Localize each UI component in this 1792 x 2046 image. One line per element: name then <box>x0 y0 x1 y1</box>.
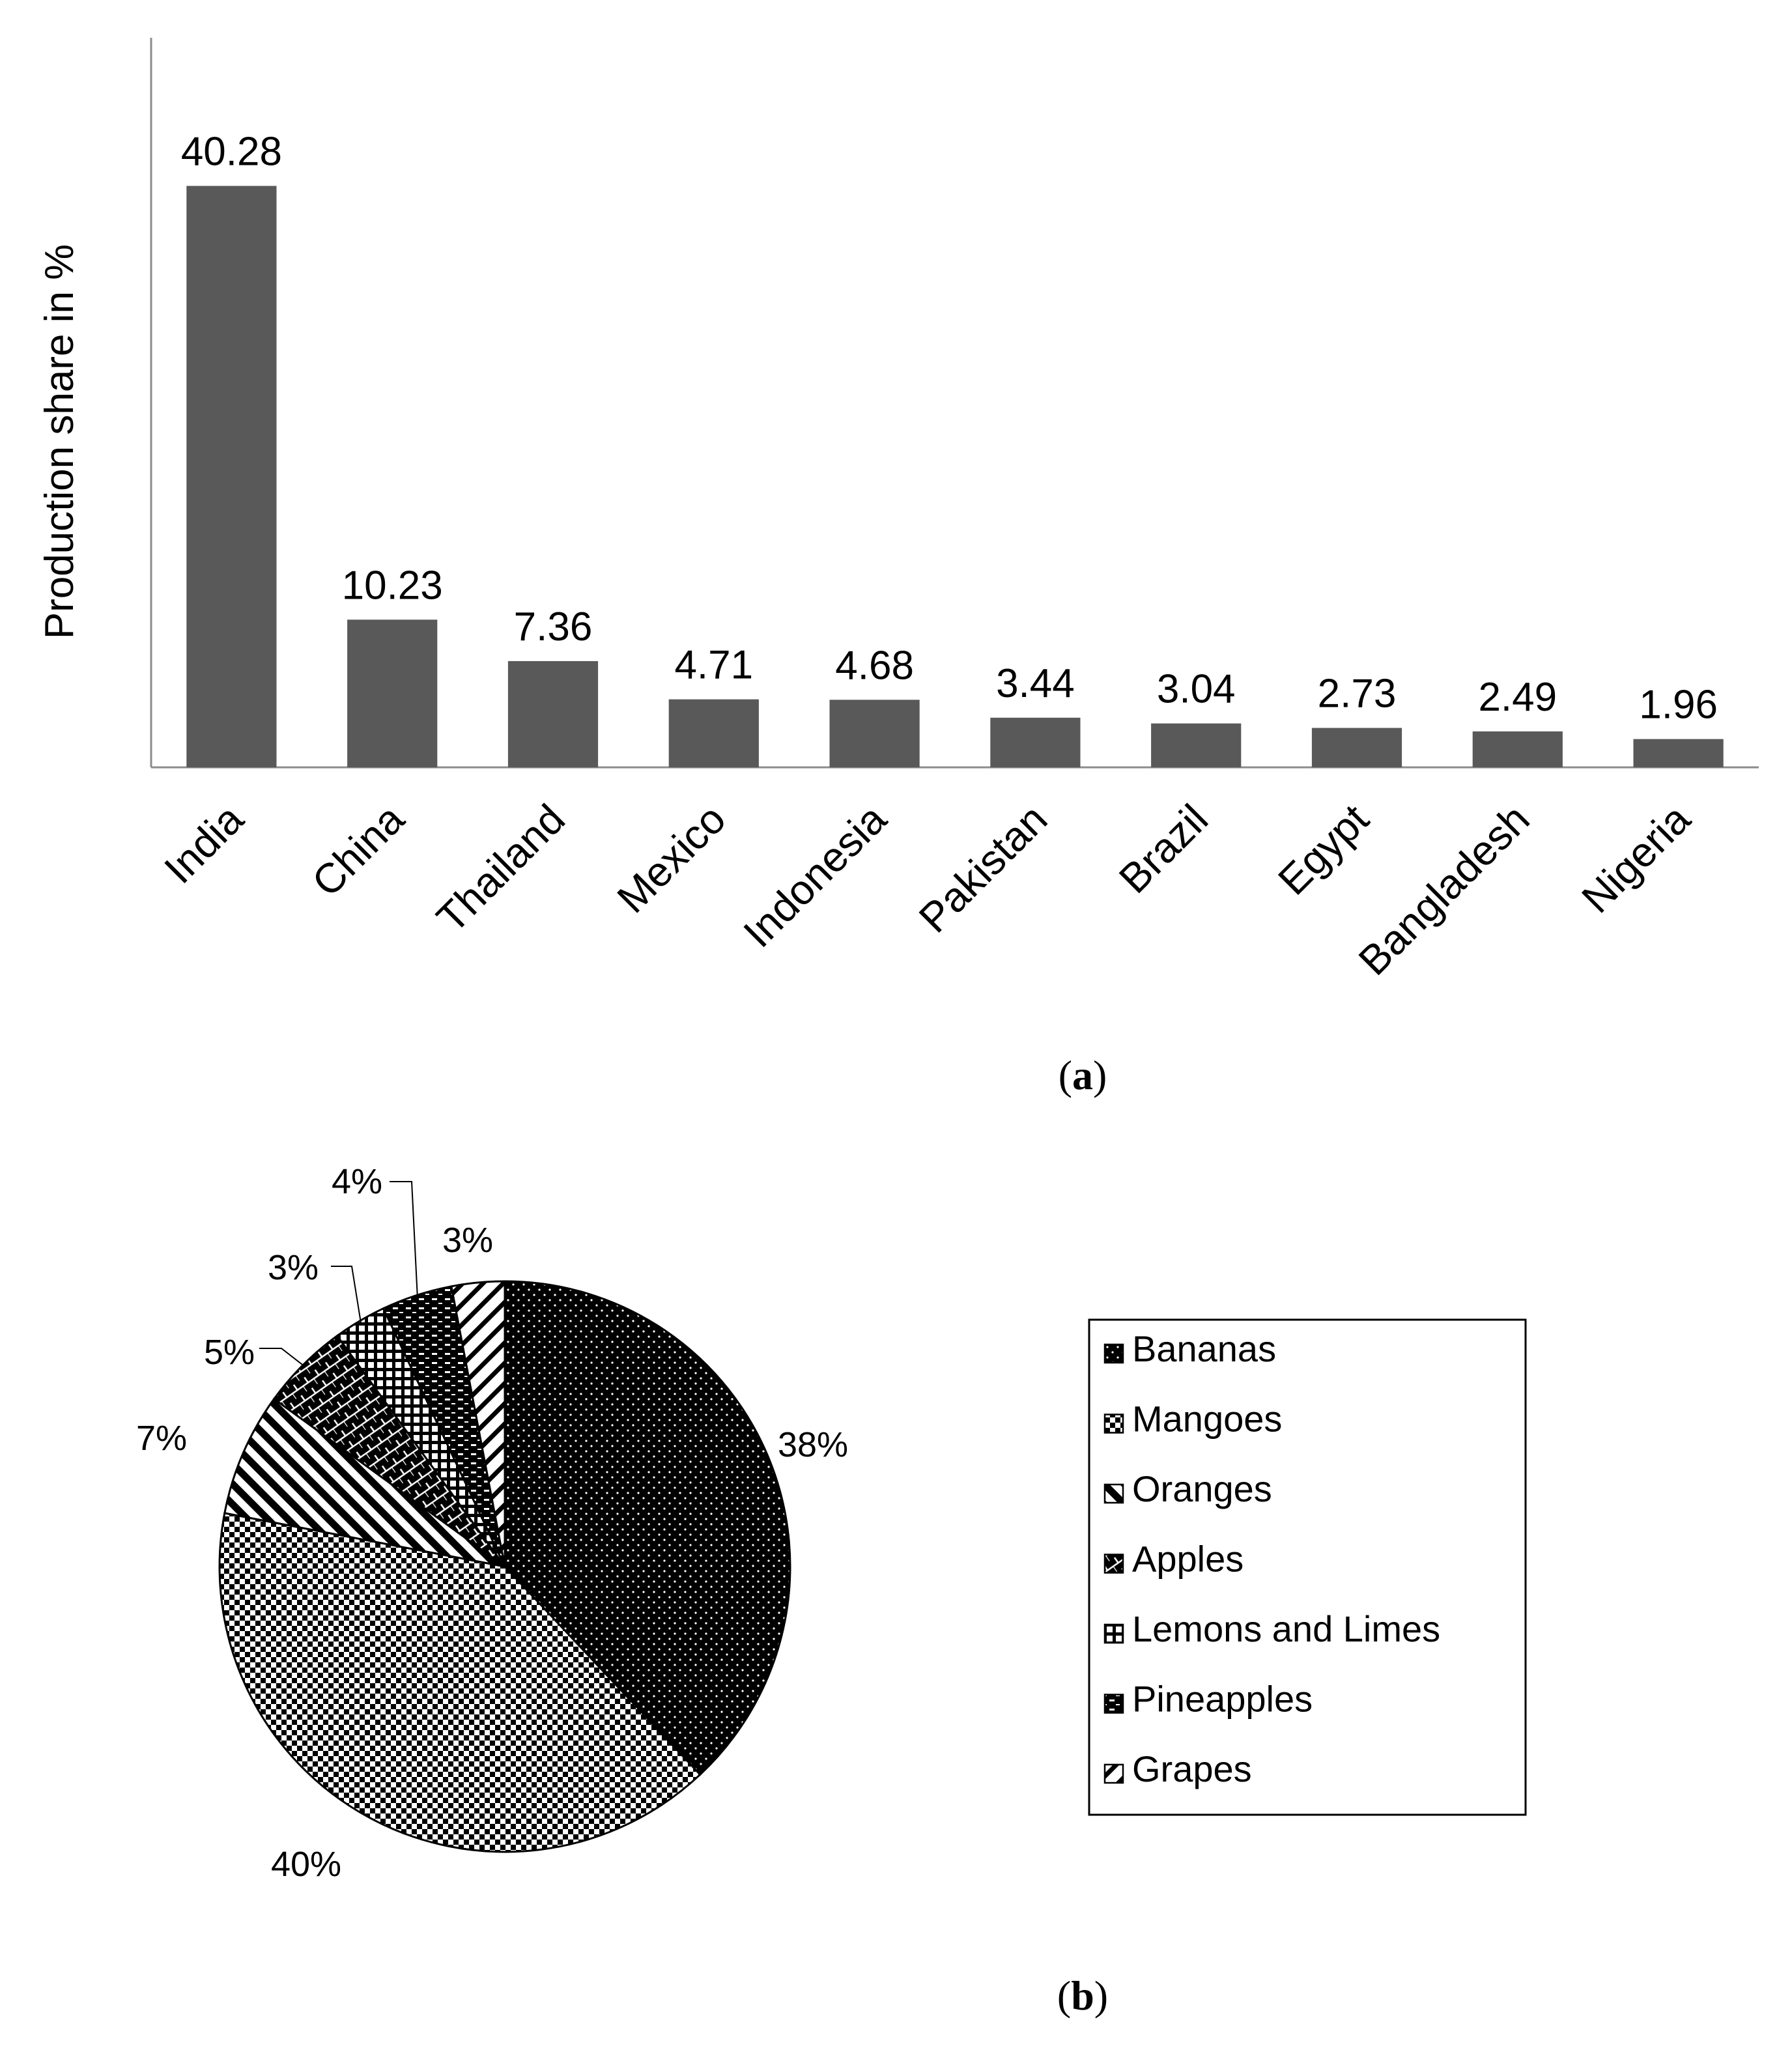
bar-value-label-mexico: 4.71 <box>674 643 753 688</box>
bar-indonesia <box>829 700 920 767</box>
pie-leader-line-lemons-and-limes <box>331 1266 362 1324</box>
y-axis-label: Production share in % <box>37 244 82 640</box>
legend-label-grapes: Grapes <box>1132 1748 1252 1789</box>
legend-label-mangoes: Mangoes <box>1132 1399 1282 1440</box>
bar-value-label-thailand: 7.36 <box>514 604 593 649</box>
caption-b: (b) <box>1057 1972 1108 2019</box>
bar-brazil <box>1151 723 1242 767</box>
legend-swatch-oranges <box>1103 1483 1124 1504</box>
legend-label-bananas: Bananas <box>1132 1328 1276 1369</box>
bar-chart: Production share in % 40.28 10.23 7.36 4.71… <box>37 38 1759 984</box>
bar-value-label-china: 10.23 <box>342 563 443 608</box>
legend-label-lemons-and-limes: Lemons and Limes <box>1132 1608 1440 1649</box>
x-tick-label-egypt: Egypt <box>1269 795 1378 904</box>
bar-egypt <box>1311 728 1402 767</box>
pie-labels-group: 38% 40% 7% 5% 3% 4% 3% <box>136 1162 848 1884</box>
x-tick-label-thailand: Thailand <box>427 795 574 942</box>
x-tick-label-indonesia: Indonesia <box>734 795 895 956</box>
pie-label-mangoes: 40% <box>271 1845 341 1884</box>
legend-swatch-mangoes <box>1103 1414 1124 1434</box>
x-tick-label-nigeria: Nigeria <box>1572 795 1700 922</box>
legend-box <box>1088 1318 1527 1816</box>
x-tick-label-bangladesh: Bangladesh <box>1350 795 1539 984</box>
pie-slice-bananas <box>504 1280 791 1776</box>
caption-b-letter: b <box>1071 1972 1094 2019</box>
pie-slice-oranges <box>223 1397 505 1568</box>
bar-china <box>347 619 438 767</box>
pie-leaders-group <box>259 1181 418 1367</box>
legend-swatch-apples <box>1103 1554 1124 1574</box>
bar-value-labels-group: 40.28 10.23 7.36 4.71 4.68 3.44 3.04 2.73 2.49 1.… <box>181 129 1718 727</box>
x-tick-label-mexico: Mexico <box>608 795 734 922</box>
bar-mexico <box>668 699 759 767</box>
pie-chart: 38% 40% 7% 5% 3% 4% 3% <box>136 1162 848 1884</box>
bar-india <box>186 186 277 767</box>
pie-label-lemons-and-limes: 3% <box>268 1248 319 1287</box>
legend-swatch-bananas <box>1103 1343 1124 1364</box>
legend-label-oranges: Oranges <box>1132 1468 1272 1509</box>
bar-value-label-egypt: 2.73 <box>1318 672 1397 717</box>
caption-a-letter: a <box>1072 1052 1093 1098</box>
pie-legend: Bananas Mangoes Oranges Apples Lemons and Li… <box>1088 1318 1527 1816</box>
pie-leader-line-apples <box>259 1348 306 1367</box>
pie-label-pineapples: 4% <box>332 1162 382 1201</box>
bar-value-label-bangladesh: 2.49 <box>1478 675 1557 720</box>
pie-leader-line-pineapples <box>390 1181 418 1298</box>
pie-label-grapes: 3% <box>442 1221 493 1260</box>
bars-group <box>186 186 1724 767</box>
legend-swatch-grapes <box>1103 1763 1124 1784</box>
bar-thailand <box>507 661 599 767</box>
bar-pakistan <box>990 717 1081 767</box>
x-tick-label-brazil: Brazil <box>1110 795 1217 902</box>
legend-swatch-lemons-and-limes <box>1103 1623 1124 1644</box>
bar-value-label-india: 40.28 <box>181 129 282 174</box>
bar-value-label-indonesia: 4.68 <box>835 643 914 688</box>
pie-label-bananas: 38% <box>778 1425 848 1464</box>
x-tick-label-india: India <box>155 795 252 892</box>
pie-slice-mangoes <box>218 1512 702 1853</box>
bar-value-label-pakistan: 3.44 <box>996 661 1075 706</box>
caption-a: (a) <box>1059 1052 1107 1098</box>
legend-items-group: Bananas Mangoes Oranges Apples Lemons and Li… <box>1103 1328 1440 1789</box>
pie-slice-grapes <box>450 1280 506 1567</box>
x-tick-label-pakistan: Pakistan <box>910 795 1056 941</box>
bar-category-labels-group: India China Thailand Mexico Indonesia Pakista… <box>155 795 1700 984</box>
legend-label-apples: Apples <box>1132 1539 1244 1580</box>
x-tick-label-china: China <box>303 795 413 905</box>
bar-value-label-brazil: 3.04 <box>1157 667 1236 712</box>
pie-slices-group <box>218 1280 791 1853</box>
pie-label-apples: 5% <box>204 1333 255 1372</box>
bar-bangladesh <box>1472 731 1563 767</box>
pie-label-oranges: 7% <box>136 1419 187 1458</box>
bar-value-label-nigeria: 1.96 <box>1639 683 1718 728</box>
legend-label-pineapples: Pineapples <box>1132 1679 1313 1720</box>
bar-nigeria <box>1633 739 1724 767</box>
legend-swatch-pineapples <box>1103 1694 1124 1714</box>
